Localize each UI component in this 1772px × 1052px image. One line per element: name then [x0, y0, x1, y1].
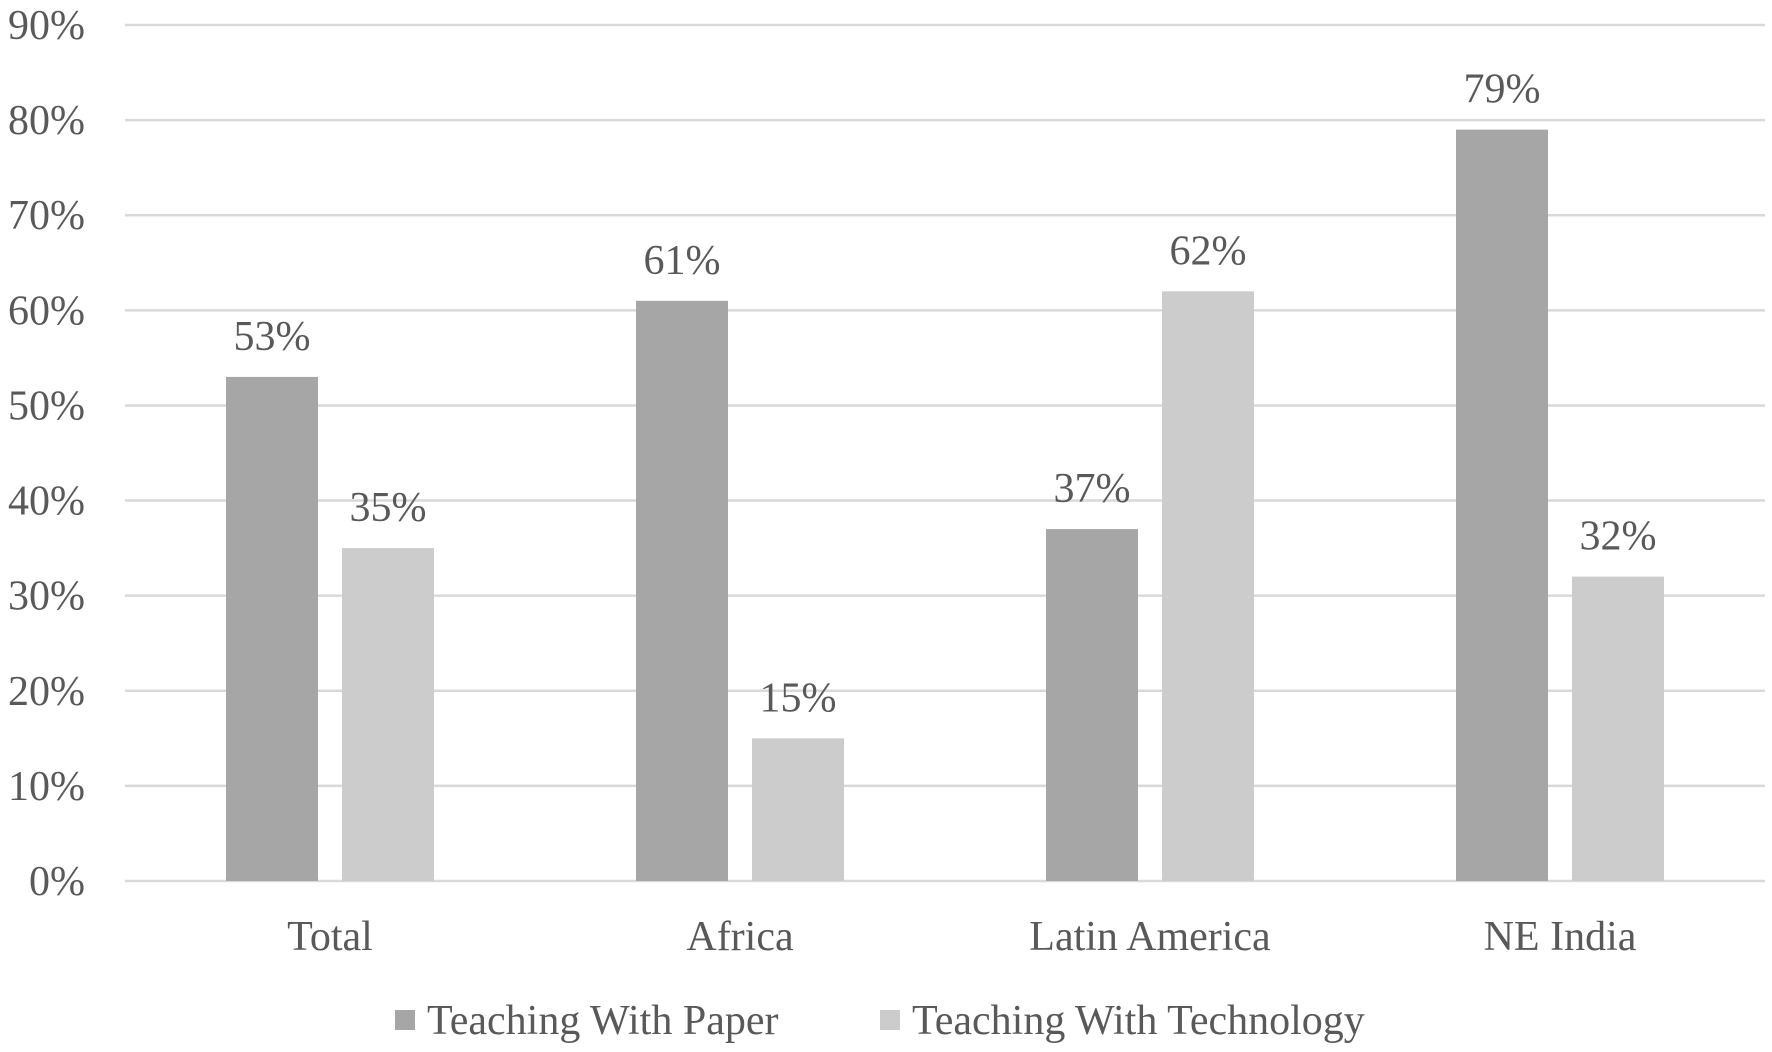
bar-paper-africa — [636, 300, 728, 881]
x-axis-categories: Total Africa Latin America NE India — [287, 914, 1637, 960]
data-label: 32% — [1580, 514, 1657, 560]
y-tick-label: 20% — [8, 669, 85, 715]
y-tick-label: 70% — [8, 193, 85, 239]
y-tick-label: 60% — [8, 288, 85, 334]
bar-technology-africa — [752, 738, 844, 881]
bar-paper-ne-india — [1456, 129, 1548, 882]
y-tick-label: 0% — [29, 859, 85, 905]
data-label: 61% — [644, 238, 721, 284]
legend-label: Teaching With Paper — [427, 998, 778, 1044]
y-tick-label: 80% — [8, 98, 85, 144]
legend: Teaching With Paper Teaching With Technol… — [395, 998, 1365, 1044]
y-tick-label: 90% — [8, 3, 85, 49]
bar-technology-ne-india — [1572, 576, 1664, 881]
category-label: Total — [287, 914, 373, 960]
bar-paper-latin-america — [1046, 529, 1138, 881]
y-tick-label: 30% — [8, 574, 85, 620]
y-tick-label: 10% — [8, 764, 85, 810]
data-labels: 53% 35% 61% 15% 37% 62% 79% 32% — [234, 67, 1657, 722]
data-label: 53% — [234, 314, 311, 360]
data-label: 15% — [760, 675, 837, 721]
legend-swatch — [395, 1010, 415, 1030]
bar-paper-total — [226, 376, 318, 881]
bar-technology-total — [342, 548, 434, 881]
legend-swatch — [880, 1010, 900, 1030]
data-label: 79% — [1464, 67, 1541, 113]
bars — [226, 129, 1664, 882]
y-tick-label: 50% — [8, 383, 85, 429]
category-label: NE India — [1484, 914, 1637, 960]
y-tick-label: 40% — [8, 479, 85, 525]
category-label: Africa — [686, 914, 794, 960]
data-label: 37% — [1054, 466, 1131, 512]
data-label: 35% — [350, 485, 427, 531]
data-label: 62% — [1170, 228, 1247, 274]
category-label: Latin America — [1029, 914, 1271, 960]
y-axis-ticks: 0% 10% 20% 30% 40% 50% 60% 70% 80% 90% — [8, 3, 85, 905]
legend-label: Teaching With Technology — [912, 998, 1365, 1044]
bar-technology-latin-america — [1162, 291, 1254, 881]
